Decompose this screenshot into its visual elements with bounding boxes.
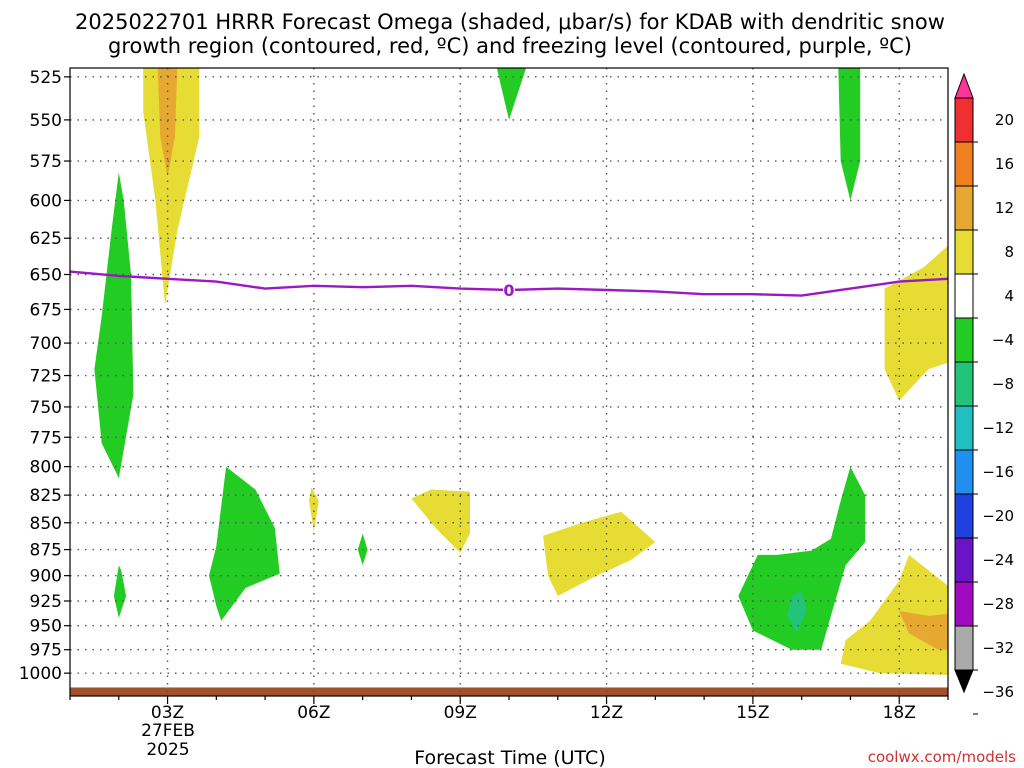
omega-region-orange-top-core — [157, 68, 178, 177]
omega-region-green-top-17z — [838, 68, 861, 201]
colorbar-box-4 — [954, 273, 974, 319]
x-tick-label-09Z: 09Z — [444, 703, 477, 723]
colorbar-label-4: 4 — [1004, 287, 1014, 305]
x-tick-label-03Z: 03Z — [151, 703, 184, 723]
y-tick-label-575: 575 — [30, 152, 62, 172]
colorbar-box-12 — [954, 625, 974, 671]
ground-band — [70, 687, 948, 696]
colorbar-box-3 — [954, 229, 974, 275]
y-tick-label-825: 825 — [30, 486, 62, 506]
chart-title-line2: growth region (contoured, red, ºC) and f… — [108, 34, 912, 58]
y-tick-label-600: 600 — [30, 191, 62, 211]
y-tick-label-525: 525 — [30, 68, 62, 88]
colorbar: 20 16 12 8 4 −4 −8 −12 −16 −20 −24 −28 −32 −36 — [954, 72, 1014, 715]
plot-area — [70, 68, 948, 696]
omega-region-orange-lower-right — [899, 611, 948, 650]
omega-region-yellow-11z-13z — [543, 511, 656, 596]
omega-region-yellow-08z-09z — [411, 489, 470, 553]
omega-region-green-upper-left — [94, 172, 134, 479]
y-tick-label-625: 625 — [30, 229, 62, 249]
colorbar-label-11: −28 — [982, 595, 1014, 613]
colorbar-label-2: 12 — [995, 199, 1014, 217]
y-tick-label-650: 650 — [30, 265, 62, 285]
x-tick-label-18Z: 18Z — [883, 703, 916, 723]
colorbar-box-5 — [954, 317, 974, 363]
y-tick-label-900: 900 — [30, 567, 62, 587]
y-tick-label-850: 850 — [30, 514, 62, 534]
y-tick-label-775: 775 — [30, 428, 62, 448]
chart-title-line1: 2025022701 HRRR Forecast Omega (shaded, … — [75, 10, 945, 34]
y-tick-label-700: 700 — [30, 334, 62, 354]
colorbar-box-2 — [954, 185, 974, 231]
colorbar-box-11 — [954, 581, 974, 627]
colorbar-bottom-arrow — [954, 669, 974, 694]
colorbar-box-6 — [954, 361, 974, 407]
omega-region-yellow-lower-right — [840, 554, 948, 675]
y-tick-label-1000: 1000 — [19, 664, 62, 684]
colorbar-label-0: 20 — [995, 111, 1014, 129]
y-tick-label-750: 750 — [30, 398, 62, 418]
omega-region-green-small-919 — [113, 565, 127, 618]
freezing-level-label: 0 — [503, 281, 514, 300]
y-tick-label-950: 950 — [30, 617, 62, 637]
colorbar-box-0 — [954, 97, 974, 143]
y-tick-label-675: 675 — [30, 300, 62, 320]
watermark: coolwx.com/models — [868, 748, 1016, 766]
colorbar-label-1: 16 — [995, 155, 1014, 173]
colorbar-box-1 — [954, 141, 974, 187]
colorbar-label-6: −8 — [992, 375, 1014, 393]
omega-region-green-top-10z — [496, 68, 527, 120]
colorbar-box-10 — [954, 537, 974, 583]
omega-region-yellow-top-plume — [143, 68, 200, 306]
x-tick-label-12Z: 12Z — [590, 703, 623, 723]
omega-region-yellow-right-mid — [884, 245, 948, 401]
date-label-year: 2025 — [146, 740, 189, 760]
colorbar-box-9 — [954, 493, 974, 539]
y-tick-label-800: 800 — [30, 458, 62, 478]
x-axis-label: Forecast Time (UTC) — [414, 747, 605, 768]
colorbar-label-5: −4 — [992, 331, 1014, 349]
omega-region-green-middle-lower — [209, 466, 280, 621]
y-tick-label-925: 925 — [30, 592, 62, 612]
colorbar-label-13: −36 — [982, 683, 1014, 701]
colorbar-label-12: −32 — [982, 639, 1014, 657]
colorbar-label-10: −24 — [982, 551, 1014, 569]
omega-region-yellow-sliver-06z — [309, 487, 319, 532]
axes: 525 550 575 600 625 650 675 700 725 750 775 800 825 8… — [19, 67, 949, 723]
colorbar-label-3: 8 — [1004, 243, 1014, 261]
y-tick-label-550: 550 — [30, 111, 62, 131]
colorbar-box-8 — [954, 449, 974, 495]
y-tick-label-975: 975 — [30, 641, 62, 661]
y-tick-label-875: 875 — [30, 541, 62, 561]
freezing-level-layer: 0 — [69, 270, 949, 300]
colorbar-label-9: −20 — [982, 507, 1014, 525]
x-tick-label-06Z: 06Z — [297, 703, 330, 723]
colorbar-label-8: −16 — [982, 463, 1014, 481]
freezing-level-label-bg — [503, 281, 515, 299]
omega-region-green-15z-17z — [738, 466, 866, 650]
x-tick-label-15Z: 15Z — [736, 703, 769, 723]
date-label-day: 27FEB — [141, 721, 195, 741]
colorbar-label-7: −12 — [982, 419, 1014, 437]
omega-region-teal-core-16z — [787, 590, 807, 633]
colorbar-top-arrow — [954, 72, 974, 99]
y-tick-label-725: 725 — [30, 367, 62, 387]
colorbar-box-7 — [954, 405, 974, 451]
